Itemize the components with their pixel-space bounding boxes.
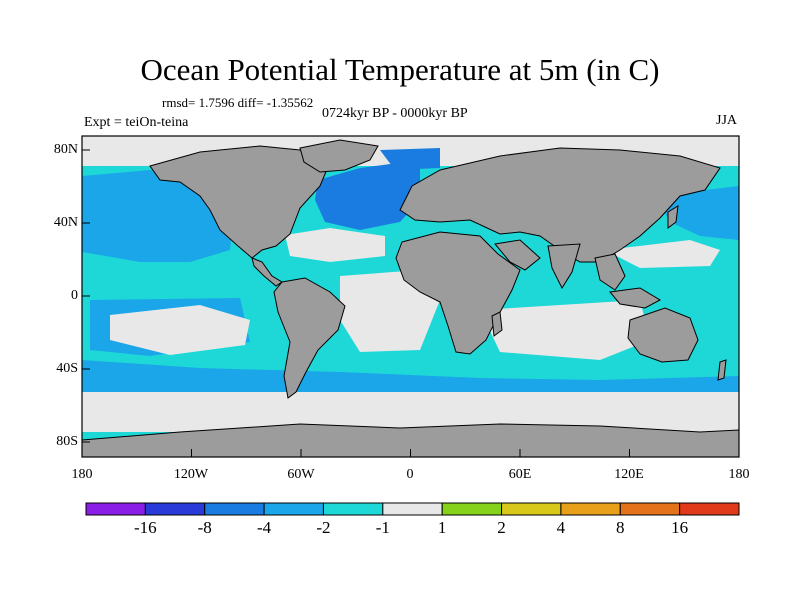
colorbar-swatch-2 — [204, 502, 265, 516]
arabia — [494, 239, 541, 271]
colorbar-swatch-1 — [144, 502, 206, 516]
colorbar-label: 2 — [497, 518, 506, 537]
south-pacific-near-zero — [110, 305, 250, 355]
new-zealand — [717, 359, 727, 381]
se-asia — [594, 253, 626, 291]
lat-label-40n: 40N — [53, 215, 78, 230]
colorbar-label: 16 — [671, 518, 689, 537]
india — [547, 243, 581, 290]
south-atlantic-near-zero — [340, 270, 440, 352]
europe-asia — [399, 147, 721, 263]
colorbar-label: 1 — [437, 518, 447, 537]
colorbar-swatch-5 — [382, 502, 443, 516]
subtropical-atlantic-near-zero — [285, 228, 385, 262]
north-america — [149, 145, 331, 259]
madagascar — [491, 311, 503, 337]
indian-ocean-near-zero — [480, 300, 650, 360]
colorbar-label: -4 — [256, 518, 272, 537]
colorbar-label: -16 — [134, 518, 157, 537]
colorbar-swatch-9 — [619, 502, 681, 516]
lat-label-40s: 40S — [56, 361, 78, 376]
lon-label-180e: 180 — [728, 467, 750, 482]
norwegian-sea-blue — [380, 148, 440, 170]
colorbar-label: -2 — [316, 518, 331, 537]
lat-label-0: 0 — [71, 288, 78, 303]
north-atlantic-blue — [315, 160, 420, 230]
map-field — [82, 136, 739, 457]
colorbar-label: -1 — [375, 518, 390, 537]
colorbar-swatch-6 — [441, 502, 503, 516]
australia — [627, 307, 699, 363]
lon-label-120w: 120W — [173, 467, 209, 482]
lon-label-0: 0 — [406, 467, 414, 482]
time-period-label: 0724kyr BP - 0000kyr BP — [322, 106, 468, 121]
land-masses — [82, 139, 739, 457]
southern-near-zero-band — [82, 392, 739, 432]
rmsd-diff-stats: rmsd= 1.7596 diff= -1.35562 — [162, 95, 314, 110]
maritime-continent — [609, 287, 662, 309]
lon-label-120e: 120E — [614, 467, 644, 482]
lat-label-80n: 80N — [53, 142, 78, 157]
colorbar-swatch-10 — [679, 502, 740, 516]
colorbar-swatch-0 — [85, 502, 146, 516]
greenland — [299, 139, 379, 173]
lat-label-80s: 80S — [56, 434, 78, 449]
lon-label-60w: 60W — [287, 467, 315, 482]
colorbar — [85, 502, 740, 516]
experiment-label: Expt = teiOn-teina — [84, 115, 189, 130]
lon-label-60e: 60E — [508, 467, 532, 482]
north-pacific-near-zero — [605, 240, 720, 268]
japan — [667, 205, 679, 229]
lon-label-180w: 180 — [71, 467, 93, 482]
colorbar-label: 4 — [556, 518, 566, 537]
colorbar-label: 8 — [616, 518, 625, 537]
antarctica — [82, 423, 739, 457]
plot-title: Ocean Potential Temperature at 5m (in C) — [140, 52, 660, 87]
central-america — [251, 257, 283, 287]
south-america — [273, 277, 346, 399]
colorbar-label: -8 — [197, 518, 212, 537]
colorbar-swatch-3 — [263, 502, 324, 516]
season-label: JJA — [716, 113, 738, 128]
colorbar-swatch-8 — [560, 502, 621, 516]
colorbar-swatch-4 — [322, 502, 384, 516]
colorbar-swatch-7 — [501, 502, 562, 516]
south-light-blue — [82, 360, 739, 392]
africa — [395, 231, 521, 355]
axis-ticks — [82, 149, 630, 457]
